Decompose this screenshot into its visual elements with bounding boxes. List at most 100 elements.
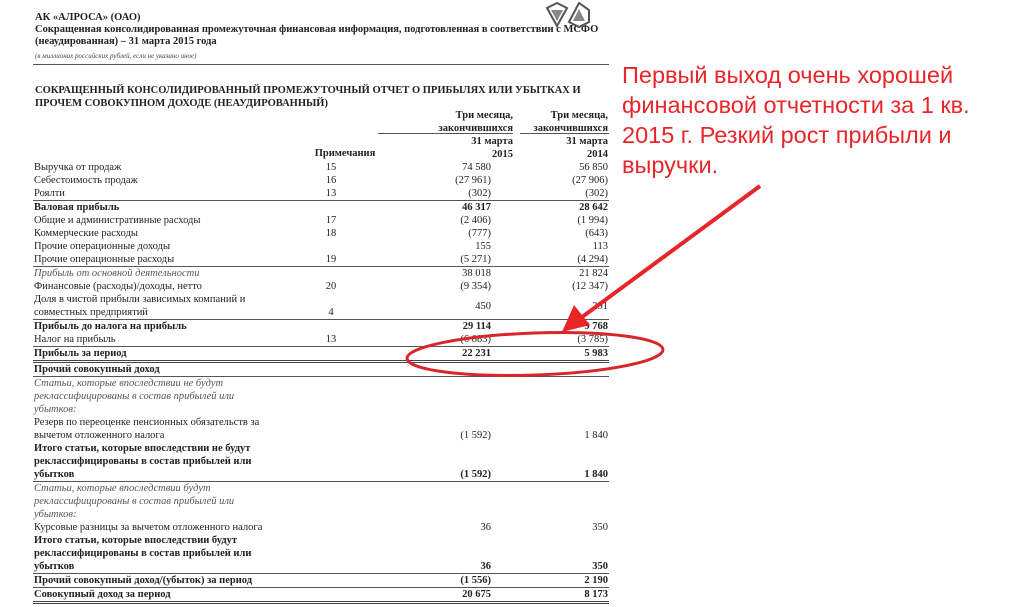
row-label: Выручка от продаж [34,162,122,173]
row-label: Себестоимость продаж [34,175,138,186]
row-label: Налог на прибыль [34,334,116,345]
table-row: Итого статьи, которые впоследствии будут… [33,534,609,574]
row-note: 20 [325,281,337,292]
table-row: Итого статьи, которые впоследствии не бу… [33,442,609,482]
column-header-2014-period: Три месяца, закончившихся [533,110,608,134]
row-label: Итого статьи, которые впоследствии будут… [33,534,290,574]
value-2015: (5 271) [460,254,491,265]
value-2015: 36 [372,534,492,574]
value-2015 [372,377,492,417]
row-note [290,319,372,333]
row-note: 15 [325,162,337,173]
value-2014: 291 [592,300,608,312]
row-label: Прочие операционные расходы [34,254,175,265]
table-row: Статьи, которые впоследствии будут рекла… [33,482,609,522]
table-row: Прибыль от основной деятельности 38 018 21… [33,266,609,280]
value-2014: 56 850 [579,162,608,173]
table-row: Прочий совокупный доход [33,361,609,377]
company-logo-icon [545,2,590,28]
row-label: Прибыль до налога на прибыль [33,319,290,333]
table-row: Совокупный доход за период 20 675 8 173 [33,587,609,604]
value-2015: (9 354) [460,281,491,292]
statement-title: СОКРАЩЕННЫЙ КОНСОЛИДИРОВАННЫЙ ПРОМЕЖУТОЧ… [35,85,581,109]
table-row: Прочие операционные расходы 19 (5 271) (4 2… [33,253,609,267]
value-2015: 74 580 [462,162,491,173]
table-row: Общие и административные расходы 17 (2 406… [33,214,609,227]
header-divider [33,64,609,65]
value-2015: (27 961) [455,175,491,186]
row-label: Прибыль за период [33,346,290,363]
table-row: Роялти 13 (302) (302) [33,187,609,201]
column-header-notes: Примечания [314,148,376,159]
value-2014: 1 840 [584,430,608,441]
row-note [290,377,372,417]
row-label: Резерв по переоценке пенсионных обязател… [34,417,260,441]
value-2014: (4 294) [577,254,608,265]
row-note [290,266,372,280]
row-label: Валовая прибыль [33,200,290,214]
row-note: 18 [325,228,337,239]
row-note [290,416,372,442]
row-label: Статьи, которые впоследствии не будут ре… [34,378,235,415]
table-row: Резерв по переоценке пенсионных обязател… [33,416,609,442]
row-label: Доля в чистой прибыли зависимых компаний… [34,294,246,318]
row-label: Коммерческие расходы [34,228,138,239]
value-2014: 5 983 [492,346,609,363]
table-row: Курсовые разницы за вычетом отложенного … [33,521,609,534]
value-2014: 28 642 [492,200,609,214]
table-row: Прибыль за период 22 231 5 983 [33,346,609,363]
column-underline [520,133,609,134]
row-label: Статьи, которые впоследствии будут рекла… [34,483,235,520]
value-2014: (302) [585,188,608,199]
table-row: Прибыль до налога на прибыль 29 114 9 768 [33,319,609,333]
value-2015: 38 018 [372,266,492,280]
value-2014: 2 190 [492,573,609,588]
column-header-2015-date: 31 марта 2015 [471,136,513,160]
row-label: Общие и административные расходы [34,215,201,226]
row-note: 13 [325,188,337,199]
column-header-2014-date: 31 марта 2014 [566,136,608,160]
table-row: Статьи, которые впоследствии не будут ре… [33,377,609,417]
value-2014: 21 824 [492,266,609,280]
value-2015: (302) [468,188,491,199]
value-2015: 46 317 [372,200,492,214]
row-note [290,573,372,588]
row-label: Итого статьи, которые впоследствии не бу… [33,442,290,482]
row-note [290,442,372,482]
value-2014 [492,482,609,522]
row-label: Роялти [34,188,65,199]
value-2015: (6 883) [460,334,491,345]
table-row: Налог на прибыль 13 (6 883) (3 785) [33,333,609,347]
value-2015: (2 406) [460,215,491,226]
table-row: Выручка от продаж 15 74 580 56 850 [33,161,609,174]
table-row: Прочие операционные доходы 155 113 [33,240,609,253]
value-2014: 1 840 [492,442,609,482]
value-2014: 113 [592,241,608,252]
row-note: 16 [325,175,337,186]
value-2015: (1 556) [372,573,492,588]
value-2014: (27 906) [572,175,608,186]
row-label: Прочий совокупный доход/(убыток) за пери… [33,573,290,588]
value-2015: 29 114 [372,319,492,333]
value-2014: (3 785) [577,334,608,345]
value-2014 [492,377,609,417]
company-name: АК «АЛРОСА» (ОАО) [35,12,141,23]
value-2014: (643) [585,228,608,239]
value-2015: 450 [475,300,491,312]
row-note [290,521,372,534]
value-2015: (1 592) [460,430,491,441]
value-2015: 155 [475,241,491,252]
value-2014 [492,361,609,377]
income-statement-table: Выручка от продаж 15 74 580 56 850 Себестоим… [33,161,609,604]
row-label: Финансовые (расходы)/доходы, нетто [34,281,202,292]
column-header-2015-period: Три месяца, закончившихся [438,110,513,134]
value-2014: 350 [492,534,609,574]
row-note [290,346,372,363]
value-2014: 8 173 [492,587,609,604]
value-2015: 36 [480,522,492,533]
row-note: 13 [325,334,337,345]
row-note [290,200,372,214]
value-2014: 9 768 [492,319,609,333]
annotation-text: Первый выход очень хорошей финансовой от… [622,62,970,178]
